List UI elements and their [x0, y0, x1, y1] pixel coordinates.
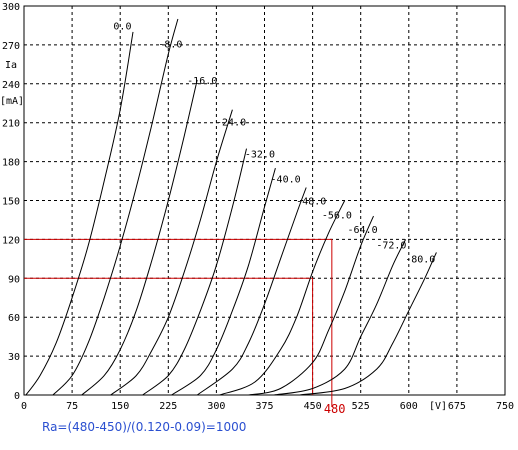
x-tick-label: 450 — [304, 401, 322, 412]
y-tick-label: 30 — [8, 352, 20, 363]
curve-grid--8.0 — [52, 18, 179, 396]
curve-grid--80.0 — [299, 252, 437, 396]
y-tick-label: 150 — [2, 197, 20, 208]
curve-label: -72.0 — [376, 240, 406, 251]
curve-label: -56.0 — [322, 211, 352, 222]
curve-label: 0.0 — [113, 21, 131, 32]
y-tick-label: 60 — [8, 313, 20, 324]
x-tick-label: 375 — [255, 401, 273, 412]
y-tick-label: 210 — [2, 119, 20, 130]
curves — [25, 18, 437, 396]
curve-grid--64.0 — [248, 215, 374, 396]
y-tick-label: 90 — [8, 274, 20, 285]
x-tick-label: 300 — [207, 401, 225, 412]
curve-label: -24.0 — [216, 117, 246, 128]
y-tick-label: 180 — [2, 158, 20, 169]
y-tick-label: 300 — [2, 2, 20, 13]
marker-label: 480 — [324, 402, 346, 416]
curve-label: -32.0 — [245, 150, 275, 161]
curve-grid--56.0 — [219, 200, 346, 396]
curve-label: -8.0 — [158, 39, 182, 50]
x-tick-label: 750 — [496, 401, 514, 412]
curve-grid--72.0 — [274, 239, 407, 396]
plot-border — [23, 5, 506, 396]
curve-label: -48.0 — [296, 196, 326, 207]
y-tick-label: 120 — [2, 235, 20, 246]
curve-grid--32.0 — [142, 148, 247, 396]
x-tick-label: 675 — [448, 401, 466, 412]
curve-label: -16.0 — [187, 76, 217, 87]
ra-formula-caption: Ra=(480-450)/(0.120-0.09)=1000 — [42, 420, 247, 434]
curve-label: -80.0 — [405, 255, 435, 266]
curve-grid-0.0 — [25, 31, 134, 396]
x-tick-label: 150 — [111, 401, 129, 412]
curve-grid--48.0 — [196, 187, 307, 396]
curve-grid--16.0 — [81, 79, 198, 396]
curve-grid--40.0 — [171, 167, 276, 396]
curve-grid--24.0 — [110, 109, 233, 396]
annotations — [24, 238, 333, 407]
x-axis-label: [V] — [429, 401, 447, 412]
y-axis-label: Ia — [5, 60, 17, 71]
y-tick-label: 270 — [2, 41, 20, 52]
y-tick-label: 0 — [14, 391, 20, 402]
y-axis-unit: [mA] — [0, 96, 24, 107]
curve-label: -40.0 — [271, 174, 301, 185]
x-tick-label: 600 — [400, 401, 418, 412]
curve-labels: 0.0 -8.0 -16.0 -24.0 -32.0 -40.0 -48.0 -56.0 -64… — [113, 21, 435, 265]
y-tick-label: 240 — [2, 80, 20, 91]
x-tick-label: 225 — [159, 401, 177, 412]
x-tick-label: 0 — [21, 401, 27, 412]
curve-label: -64.0 — [347, 225, 377, 236]
grid — [24, 6, 505, 395]
x-tick-label: 75 — [66, 401, 78, 412]
plot-frame — [23, 5, 506, 396]
x-tick-label: 525 — [352, 401, 370, 412]
ticks: 0 30 60 90 120 150 180 210 240 270 300 0 75 150 225 300… — [2, 2, 514, 412]
